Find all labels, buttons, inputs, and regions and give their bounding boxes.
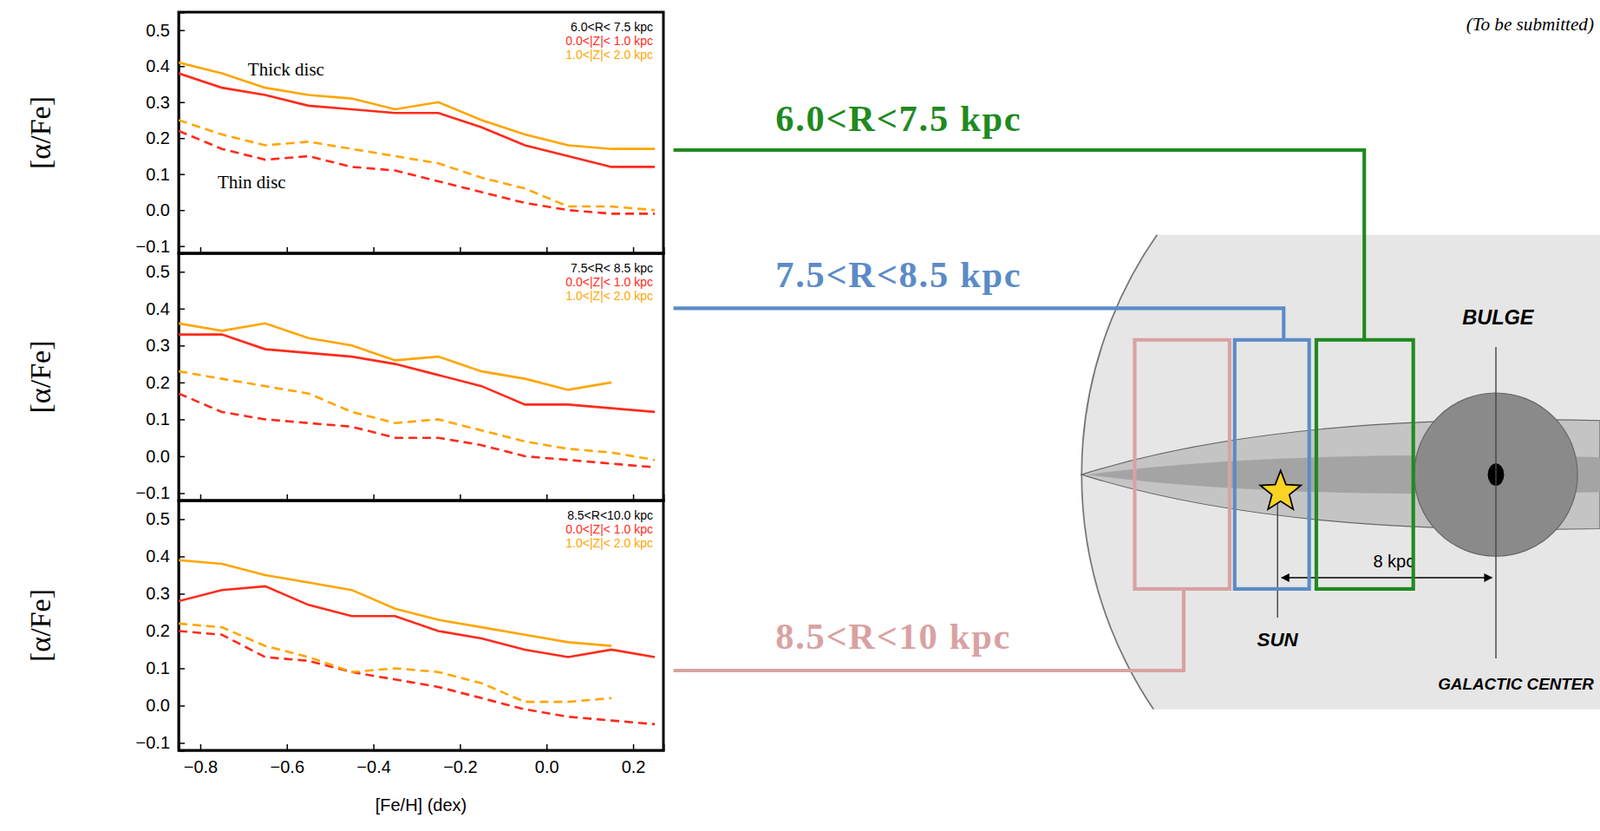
galaxy — [1081, 235, 1600, 710]
legend-entry: 1.0<|Z|< 2.0 kpc — [565, 535, 654, 550]
galaxy-diagram: BULGE SUN GALACTIC CENTER 8 kpc (To be submi… — [673, 13, 1600, 831]
connector — [673, 150, 1365, 340]
sun-star — [1260, 470, 1301, 510]
halo — [1081, 235, 1600, 710]
series-line — [178, 371, 655, 460]
annotation: Thin disc — [217, 171, 287, 193]
tick-label: 0.0 — [145, 446, 170, 466]
plot-frame — [178, 253, 664, 501]
tick-label: 0.4 — [145, 299, 170, 319]
series-line — [178, 334, 655, 412]
legend-entry: 0.0<|Z|< 1.0 kpc — [565, 33, 654, 48]
distance-label: 8 kpc — [1372, 551, 1415, 571]
series-line — [178, 119, 655, 210]
tick-label: 0.2 — [145, 620, 170, 640]
tick-label: 0.1 — [145, 409, 170, 429]
legend-entry: 0.0<|Z|< 1.0 kpc — [565, 274, 654, 289]
tick-label: 0.1 — [145, 164, 170, 184]
legend: 6.0<R< 7.5 kpc0.0<|Z|< 1.0 kpc1.0<|Z|< 2… — [565, 19, 654, 62]
tick-label: 0.5 — [145, 509, 170, 529]
status-note: (To be submitted) — [1466, 13, 1594, 35]
tick-label: 0.0 — [145, 200, 170, 220]
tick-label: 0.2 — [145, 372, 170, 392]
y-axis-title: [α/Fe] — [24, 340, 57, 414]
sun-label: SUN — [1257, 628, 1300, 651]
legend-entry: 1.0<|Z|< 2.0 kpc — [565, 47, 654, 62]
tick-label: 0.5 — [145, 261, 170, 281]
tick-label: −0.4 — [356, 757, 391, 777]
tick-label: 0.3 — [145, 335, 170, 355]
x-axis-title: [Fe/H] (dex) — [375, 795, 468, 815]
legend: 7.5<R< 8.5 kpc0.0<|Z|< 1.0 kpc1.0<|Z|< 2… — [565, 261, 654, 303]
center-line — [1495, 346, 1496, 659]
region-label: 6.0<R<7.5 kpc — [775, 97, 1022, 139]
series-line — [178, 130, 655, 214]
tick-label: 0.1 — [145, 658, 170, 678]
series-line — [178, 586, 655, 658]
connector — [673, 307, 1285, 340]
plot-frame — [178, 12, 664, 254]
tick-label: −0.2 — [443, 757, 477, 777]
tick-label: −0.8 — [183, 757, 218, 777]
series-line — [178, 623, 612, 702]
region-box — [1316, 339, 1414, 589]
tick-label: −0.6 — [270, 757, 305, 777]
legend-entry: 0.0<|Z|< 1.0 kpc — [565, 522, 654, 536]
legend-entry: 1.0<|Z|< 2.0 kpc — [565, 288, 654, 303]
legend-title: 8.5<R<10.0 kpc — [567, 508, 654, 523]
lines — [178, 560, 655, 725]
y-axis-title: [α/Fe] — [24, 96, 57, 170]
panel: −0.1 0.0 0.1 0.2 0.3 0.4 0.5 Thick disc Thin dis… — [24, 12, 665, 256]
bulge-label: BULGE — [1462, 306, 1535, 329]
tick-label: 0.2 — [621, 757, 647, 777]
legend-title: 6.0<R< 7.5 kpc — [570, 19, 654, 34]
center-label: GALACTIC CENTER — [1437, 674, 1594, 693]
distance-arrow — [1281, 576, 1492, 578]
tick-label: 0.5 — [145, 20, 170, 40]
panel: −0.1 0.0 0.1 0.2 0.3 0.4 0.5 −0.8 −0.6 −0.4 −0.2 0.… — [24, 500, 665, 815]
tick-label: 0.4 — [145, 56, 170, 76]
tick-label: −0.1 — [136, 236, 170, 256]
tick-label: −0.1 — [136, 732, 170, 752]
tick-label: 0.0 — [145, 695, 170, 715]
annotation: Thick disc — [248, 58, 325, 80]
plot-frame — [178, 500, 664, 751]
legend: 8.5<R<10.0 kpc0.0<|Z|< 1.0 kpc1.0<|Z|< 2… — [565, 508, 654, 550]
series-line — [178, 393, 655, 468]
tick-label: 0.2 — [145, 128, 170, 148]
lines — [178, 62, 655, 214]
series-line — [178, 73, 655, 168]
tick-label: 0.3 — [145, 583, 170, 603]
series-line — [178, 323, 612, 391]
region-box — [1234, 339, 1310, 589]
tick-label: 0.0 — [535, 757, 560, 777]
series-line — [178, 560, 612, 647]
lines — [178, 323, 655, 468]
sun-line — [1276, 502, 1278, 618]
series-line — [178, 630, 655, 724]
connector — [673, 588, 1184, 671]
region-label: 8.5<R<10 kpc — [775, 615, 1012, 657]
panel: −0.1 0.0 0.1 0.2 0.3 0.4 0.5 7.5<R< 8.5 kpc0.0<… — [24, 253, 665, 503]
tick-label: −0.1 — [136, 483, 170, 503]
figure: −0.1 0.0 0.1 0.2 0.3 0.4 0.5 Thick disc Thin dis… — [0, 0, 1600, 831]
region-label: 7.5<R<8.5 kpc — [775, 254, 1022, 295]
region-box — [1134, 339, 1229, 589]
tick-label: 0.3 — [145, 92, 170, 112]
y-axis-title: [α/Fe] — [24, 588, 57, 662]
legend-title: 7.5<R< 8.5 kpc — [570, 261, 654, 275]
tick-label: 0.4 — [145, 546, 170, 566]
